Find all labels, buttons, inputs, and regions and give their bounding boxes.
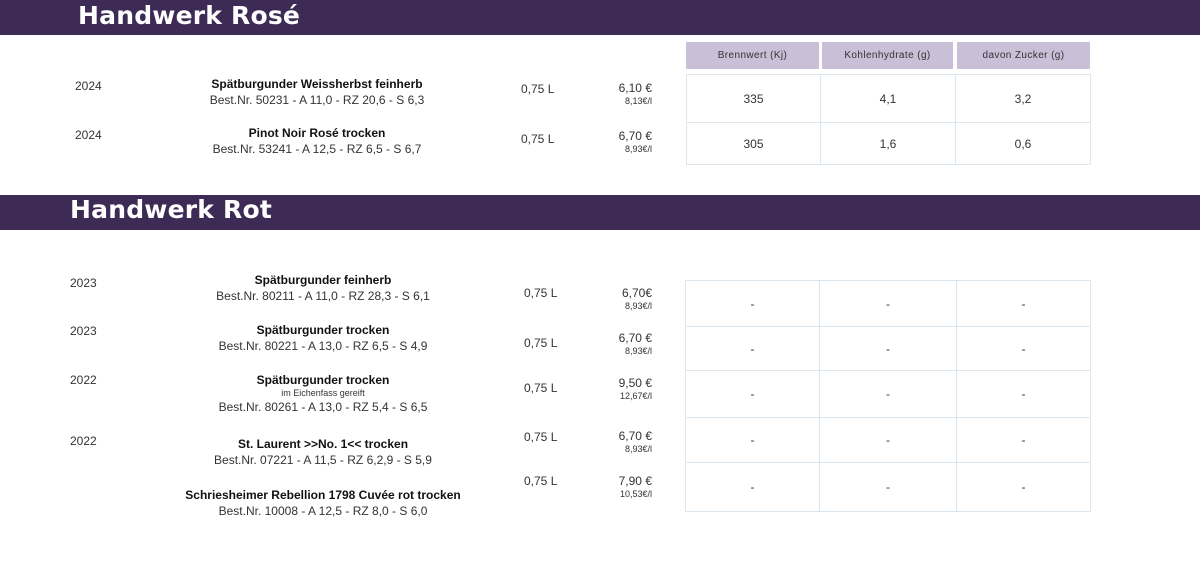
wine-price: 6,70€ 8,93€/l xyxy=(592,286,652,311)
wine-entry: Spätburgunder feinherb Best.Nr. 80211 - … xyxy=(163,273,483,303)
price-bottle: 6,70 € xyxy=(618,331,652,345)
price-per-liter: 10,53€/l xyxy=(619,489,652,499)
wine-volume: 0,75 L xyxy=(524,381,558,395)
nutrition-carbs: - xyxy=(819,280,957,327)
wine-volume: 0,75 L xyxy=(524,286,558,300)
wine-entry: Spätburgunder Weissherbst feinherb Best.… xyxy=(157,77,477,107)
wine-entry: Spätburgunder trocken Best.Nr. 80221 - A… xyxy=(163,323,483,353)
nutrition-carbs: - xyxy=(819,462,957,512)
wine-name: Spätburgunder trocken xyxy=(256,323,390,337)
nutrition-sugar: 3,2 xyxy=(955,74,1091,123)
price-per-liter: 8,93€/l xyxy=(624,346,652,356)
section-title: Handwerk Rot xyxy=(70,195,272,224)
nutrition-energy: - xyxy=(685,280,820,327)
price-per-liter: 8,93€/l xyxy=(624,144,652,154)
nutrition-carbs: 4,1 xyxy=(820,74,956,123)
section-header-rose: Handwerk Rosé xyxy=(0,0,1200,35)
nutrition-carbs: - xyxy=(819,370,957,418)
wine-note: im Eichenfass gereift xyxy=(281,388,365,398)
nutrition-sugar: - xyxy=(956,462,1091,512)
wine-volume: 0,75 L xyxy=(521,132,555,146)
price-per-liter: 8,93€/l xyxy=(624,444,652,454)
nutrition-energy: - xyxy=(685,370,820,418)
nutrition-sugar: - xyxy=(956,370,1091,418)
wine-name: Pinot Noir Rosé trocken xyxy=(248,126,386,140)
wine-order-info: Best.Nr. 50231 - A 11,0 - RZ 20,6 - S 6,… xyxy=(209,93,425,107)
column-header-carbs: Kohlenhydrate (g) xyxy=(822,42,953,69)
wine-order-info: Best.Nr. 07221 - A 11,5 - RZ 6,2,9 - S 5… xyxy=(214,453,432,467)
wine-year: 2024 xyxy=(75,79,102,93)
nutrition-energy: 305 xyxy=(686,122,821,165)
section-header-rot: Handwerk Rot xyxy=(0,195,1200,230)
price-bottle: 6,10 € xyxy=(618,81,652,95)
nutrition-sugar: - xyxy=(956,417,1091,463)
wine-price: 6,10 € 8,13€/l xyxy=(592,81,652,106)
nutrition-sugar: - xyxy=(956,326,1091,371)
wine-price: 6,70 € 8,93€/l xyxy=(592,429,652,454)
nutrition-energy: 335 xyxy=(686,74,821,123)
wine-entry: Schriesheimer Rebellion 1798 Cuvée rot t… xyxy=(163,488,483,518)
wine-volume: 0,75 L xyxy=(521,82,555,96)
wine-price: 6,70 € 8,93€/l xyxy=(592,129,652,154)
wine-year: 2024 xyxy=(75,128,102,142)
wine-order-info: Best.Nr. 80261 - A 13,0 - RZ 5,4 - S 6,5 xyxy=(218,400,428,414)
nutrition-sugar: 0,6 xyxy=(955,122,1091,165)
nutrition-carbs: 1,6 xyxy=(820,122,956,165)
wine-price: 6,70 € 8,93€/l xyxy=(592,331,652,356)
wine-year: 2023 xyxy=(70,324,97,338)
column-header-energy: Brennwert (Kj) xyxy=(686,42,819,69)
nutrition-energy: - xyxy=(685,417,820,463)
wine-volume: 0,75 L xyxy=(524,474,558,488)
nutrition-energy: - xyxy=(685,326,820,371)
price-bottle: 6,70 € xyxy=(618,429,652,443)
wine-price: 9,50 € 12,67€/l xyxy=(592,376,652,401)
wine-name: Spätburgunder trocken xyxy=(256,373,390,387)
wine-price: 7,90 € 10,53€/l xyxy=(592,474,652,499)
wine-order-info: Best.Nr. 80221 - A 13,0 - RZ 6,5 - S 4,9 xyxy=(218,339,428,353)
nutrition-carbs: - xyxy=(819,417,957,463)
wine-name: Schriesheimer Rebellion 1798 Cuvée rot t… xyxy=(185,488,461,502)
wine-entry: St. Laurent >>No. 1<< trocken Best.Nr. 0… xyxy=(163,437,483,467)
wine-order-info: Best.Nr. 80211 - A 11,0 - RZ 28,3 - S 6,… xyxy=(216,289,430,303)
price-per-liter: 8,93€/l xyxy=(624,301,652,311)
wine-name: St. Laurent >>No. 1<< trocken xyxy=(237,437,409,451)
wine-order-info: Best.Nr. 53241 - A 12,5 - RZ 6,5 - S 6,7 xyxy=(212,142,422,156)
price-bottle: 9,50 € xyxy=(618,376,652,390)
wine-entry: Pinot Noir Rosé trocken Best.Nr. 53241 -… xyxy=(157,126,477,156)
wine-order-info: Best.Nr. 10008 - A 12,5 - RZ 8,0 - S 6,0 xyxy=(218,504,428,518)
wine-year: 2023 xyxy=(70,276,97,290)
wine-volume: 0,75 L xyxy=(524,430,558,444)
price-per-liter: 8,13€/l xyxy=(624,96,652,106)
price-bottle: 6,70€ xyxy=(621,286,652,300)
wine-entry: Spätburgunder trocken im Eichenfass gere… xyxy=(163,373,483,414)
price-bottle: 6,70 € xyxy=(618,129,652,143)
column-header-sugar: davon Zucker (g) xyxy=(957,42,1090,69)
wine-year: 2022 xyxy=(70,373,97,387)
price-bottle: 7,90 € xyxy=(618,474,652,488)
nutrition-carbs: - xyxy=(819,326,957,371)
section-title: Handwerk Rosé xyxy=(78,1,301,30)
wine-volume: 0,75 L xyxy=(524,336,558,350)
wine-name: Spätburgunder Weissherbst feinherb xyxy=(211,77,423,91)
price-per-liter: 12,67€/l xyxy=(619,391,652,401)
nutrition-sugar: - xyxy=(956,280,1091,327)
wine-year: 2022 xyxy=(70,434,97,448)
wine-name: Spätburgunder feinherb xyxy=(254,273,392,287)
nutrition-energy: - xyxy=(685,462,820,512)
